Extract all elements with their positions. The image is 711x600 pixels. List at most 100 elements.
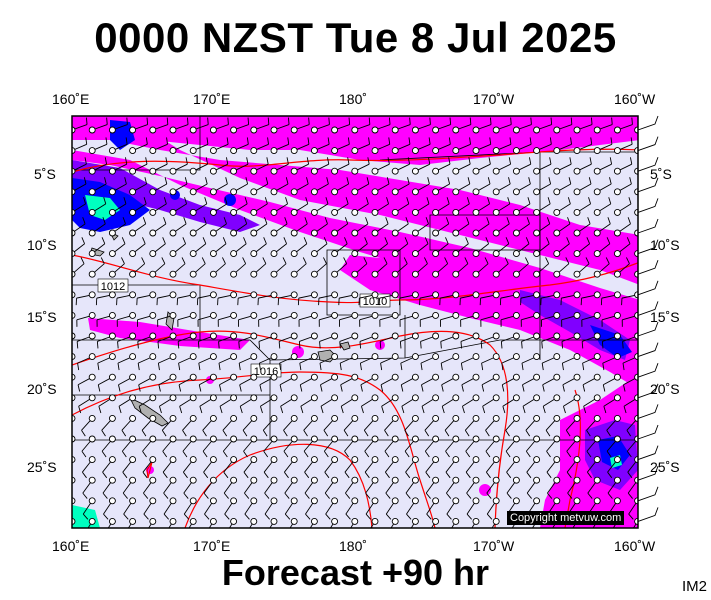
wind-barb-feather [225, 535, 230, 540]
station-marker [512, 208, 520, 216]
wind-barb-feather [305, 197, 309, 205]
wind-barb-feather [186, 137, 189, 145]
station-marker [593, 414, 601, 422]
station-marker [230, 126, 238, 134]
station-marker [88, 126, 96, 134]
wind-barb-feather [184, 177, 188, 185]
wind-barb-feather [225, 177, 228, 185]
wind-barb-feather [403, 257, 408, 264]
station-marker [452, 311, 460, 319]
station-marker [209, 353, 217, 361]
station-marker [371, 373, 379, 381]
station-marker [270, 188, 278, 196]
station-marker [250, 394, 258, 402]
wind-barb-feather [447, 535, 452, 540]
wind-barb-feather [279, 363, 282, 371]
station-marker [533, 167, 541, 175]
station-marker [310, 456, 318, 464]
wind-barb-feather [548, 177, 552, 185]
station-marker [593, 208, 601, 216]
wind-barb-feather [460, 341, 463, 349]
station-marker [452, 126, 460, 134]
station-marker [209, 394, 217, 402]
wind-barb-feather [85, 137, 88, 145]
wind-barb-feather [76, 341, 79, 349]
station-marker [290, 270, 298, 278]
station-marker [108, 435, 116, 443]
map-frame [71, 115, 639, 529]
station-marker [310, 167, 318, 175]
wind-barb-feather [566, 237, 570, 244]
lat-label-15s-right: 15˚S [650, 309, 680, 325]
wind-barb-feather [421, 406, 425, 414]
wind-barb-staff [72, 500, 73, 502]
wind-barb-feather [445, 237, 449, 244]
wind-barb-feather [186, 117, 189, 125]
station-marker [351, 167, 359, 175]
wind-barb-feather [582, 384, 586, 392]
wind-barb-feather [104, 535, 109, 540]
station-marker [129, 126, 137, 134]
wind-barb-feather [117, 363, 120, 371]
station-marker [371, 497, 379, 505]
wind-barb-feather [285, 197, 288, 205]
wind-barb-feather [328, 117, 330, 125]
station-marker [573, 188, 581, 196]
station-marker [270, 435, 278, 443]
station-marker [492, 250, 500, 258]
station-marker [472, 332, 480, 340]
station-marker [492, 167, 500, 175]
station-marker [189, 497, 197, 505]
station-marker [411, 167, 419, 175]
wind-barb-feather [368, 137, 370, 145]
wind-barb-feather [429, 117, 431, 125]
wind-barb-feather [506, 492, 512, 499]
wind-barb-feather [306, 157, 310, 165]
station-marker [310, 332, 318, 340]
wind-barb-feather [508, 177, 511, 185]
station-marker [250, 456, 258, 464]
wind-barb-feather [263, 471, 269, 479]
wind-barb-feather [466, 492, 472, 499]
wind-barb-feather [526, 492, 532, 499]
wind-barb-staff [637, 252, 638, 254]
wind-barb-feather [244, 492, 250, 499]
station-marker [432, 311, 440, 319]
wind-barb-feather [542, 384, 545, 392]
wind-barb-feather [226, 137, 229, 145]
station-marker [472, 188, 480, 196]
wind-barb-feather [359, 363, 362, 371]
wind-barb-feather [406, 513, 412, 520]
wind-barb-staff [72, 521, 73, 523]
wind-barb-feather [218, 341, 220, 349]
station-marker [149, 456, 157, 464]
station-marker [209, 270, 217, 278]
station-marker [108, 126, 116, 134]
station-marker [391, 291, 399, 299]
wind-barb-feather [567, 217, 571, 224]
station-marker [391, 208, 399, 216]
wind-barb-feather [97, 363, 100, 371]
wind-barb-feather [157, 341, 160, 349]
station-marker [169, 332, 177, 340]
station-marker [129, 291, 137, 299]
station-marker [290, 332, 298, 340]
wind-barb-feather [303, 237, 308, 244]
wind-barb-feather [345, 513, 351, 520]
wind-barb-feather [651, 137, 652, 144]
station-marker [230, 456, 238, 464]
wind-barb-feather [649, 197, 651, 204]
station-marker [209, 147, 217, 155]
station-marker [553, 188, 561, 196]
wind-barb-feather [449, 117, 452, 125]
wind-barb-feather [486, 217, 490, 224]
wind-barb-feather [462, 406, 465, 414]
wind-barb-feather [344, 450, 349, 458]
wind-barb-feather [425, 217, 429, 224]
wind-barb-feather [427, 177, 430, 185]
wind-barb-feather [609, 157, 613, 165]
station-marker [310, 147, 318, 155]
station-marker [209, 414, 217, 422]
wind-barb-feather [104, 177, 107, 185]
station-marker [452, 373, 460, 381]
